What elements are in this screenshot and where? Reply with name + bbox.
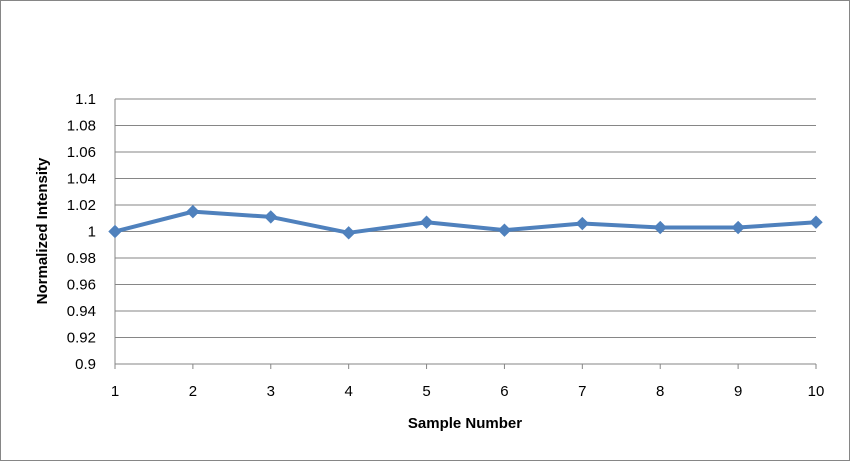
y-tick-label: 1 <box>88 224 96 241</box>
y-tick-label: 1.06 <box>67 144 96 161</box>
x-tick-label: 6 <box>500 383 508 400</box>
y-tick-label: 0.98 <box>67 250 96 267</box>
x-axis-tick-labels: 1 2 3 4 5 6 7 8 9 10 <box>111 383 825 400</box>
x-tick-label: 5 <box>422 383 430 400</box>
y-axis-title: Normalized Intensity <box>34 157 51 304</box>
x-tick-label: 10 <box>808 383 825 400</box>
data-point-1 <box>108 224 122 239</box>
y-tick-label: 0.92 <box>67 330 96 347</box>
x-tick-label: 1 <box>111 383 119 400</box>
data-point-3 <box>264 210 278 224</box>
y-tick-label: 0.94 <box>67 303 96 320</box>
data-point-2 <box>186 204 200 219</box>
y-tick-label: 1.08 <box>67 118 96 135</box>
series-group <box>108 204 823 240</box>
data-point-6 <box>497 223 512 237</box>
y-tick-label: 1.04 <box>67 171 96 188</box>
y-tick-label: 1.1 <box>75 91 96 108</box>
x-tick-label: 7 <box>578 383 586 400</box>
series-line-0 <box>113 209 818 235</box>
data-point-5 <box>419 215 434 229</box>
x-tick-label: 4 <box>344 383 352 400</box>
y-tick-label: 0.9 <box>75 356 96 373</box>
x-axis-title: Sample Number <box>408 415 522 432</box>
x-tick-label: 8 <box>656 383 664 400</box>
data-point-8 <box>653 220 667 235</box>
x-tick-label: 3 <box>267 383 275 400</box>
data-point-7 <box>575 216 590 231</box>
data-point-10 <box>809 215 823 229</box>
y-tick-label: 1.02 <box>67 197 96 214</box>
gridlines <box>114 98 817 369</box>
x-tick-label: 9 <box>734 383 742 400</box>
x-tick-label: 2 <box>189 383 197 400</box>
data-point-4 <box>341 226 356 240</box>
data-point-9 <box>731 220 745 235</box>
y-axis-tick-labels: 1.1 1.08 1.06 1.04 1.02 1 0.98 0.96 0.94 0.92 0.9 <box>67 91 96 373</box>
y-tick-label: 0.96 <box>67 277 96 294</box>
